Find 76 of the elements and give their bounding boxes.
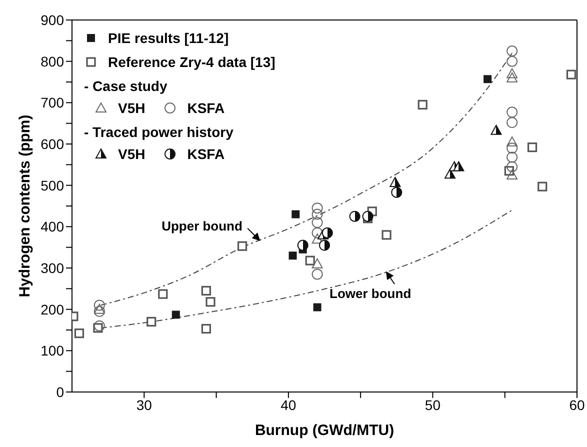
point <box>312 227 323 238</box>
point <box>74 328 84 338</box>
point <box>506 68 518 78</box>
point <box>538 182 548 192</box>
legend-label: PIE results [11-12] <box>108 29 229 48</box>
point <box>312 258 323 268</box>
y-tick-label: 600 <box>40 136 64 152</box>
point <box>172 310 180 319</box>
annotation: Upper bound <box>162 218 243 234</box>
point <box>390 176 401 187</box>
point <box>418 100 428 110</box>
point <box>506 161 518 172</box>
y-tick-label: 200 <box>40 301 64 318</box>
point <box>319 240 330 251</box>
x-tick-label: 50 <box>424 396 441 413</box>
y-tick-label: 100 <box>40 342 64 359</box>
y-tick-label: 900 <box>40 12 64 28</box>
point <box>312 234 323 244</box>
y-tick-label: 0 <box>56 384 64 400</box>
point <box>490 124 502 135</box>
point <box>313 303 322 312</box>
x-tick-label: 40 <box>280 396 296 413</box>
point <box>322 227 333 238</box>
point <box>506 46 518 56</box>
point <box>444 168 456 179</box>
legend-label: Reference Zry-4 data [13] <box>108 53 276 72</box>
y-tick-label: 800 <box>40 53 64 70</box>
point <box>527 142 538 152</box>
point <box>201 324 211 334</box>
point <box>391 186 402 198</box>
point <box>206 297 216 307</box>
point <box>297 240 308 251</box>
y-tick-label: 700 <box>40 94 64 111</box>
point <box>506 106 518 118</box>
point <box>292 210 300 218</box>
legend-label: V5H <box>118 145 146 164</box>
point <box>94 300 105 311</box>
point <box>94 304 105 314</box>
point <box>506 56 518 67</box>
point <box>237 241 248 251</box>
point <box>201 286 211 296</box>
point <box>506 117 518 128</box>
point <box>288 252 297 260</box>
point <box>312 202 323 214</box>
point <box>94 320 105 332</box>
point <box>312 208 323 220</box>
point <box>158 289 168 299</box>
point <box>506 152 518 163</box>
point <box>506 136 518 146</box>
point <box>453 161 464 172</box>
point <box>382 230 392 240</box>
point <box>566 70 576 80</box>
point <box>146 316 156 327</box>
x-axis-title: Burnup (GWd/MTU) <box>254 422 394 439</box>
point <box>506 72 518 82</box>
point <box>94 306 105 317</box>
legend-label: KSFA <box>187 99 225 118</box>
x-tick-label: 30 <box>136 396 152 413</box>
annotation: - Case study <box>84 77 168 96</box>
point <box>506 142 518 154</box>
y-tick-label: 500 <box>40 177 64 194</box>
y-axis-title: Hydrogen contents (ppm) <box>16 114 34 298</box>
point <box>362 210 374 222</box>
point <box>484 75 492 84</box>
annotation: - Traced power history <box>84 123 234 142</box>
point <box>312 268 323 280</box>
legend-label: KSFA <box>187 145 225 164</box>
point <box>349 210 360 222</box>
point <box>312 217 323 228</box>
point <box>506 170 518 180</box>
y-tick-label: 300 <box>40 260 64 276</box>
annotation: Lower bound <box>330 286 412 302</box>
point <box>305 256 315 266</box>
y-tick-label: 400 <box>40 218 64 235</box>
legend-label: V5H <box>118 99 146 118</box>
x-tick-label: 60 <box>569 396 585 413</box>
